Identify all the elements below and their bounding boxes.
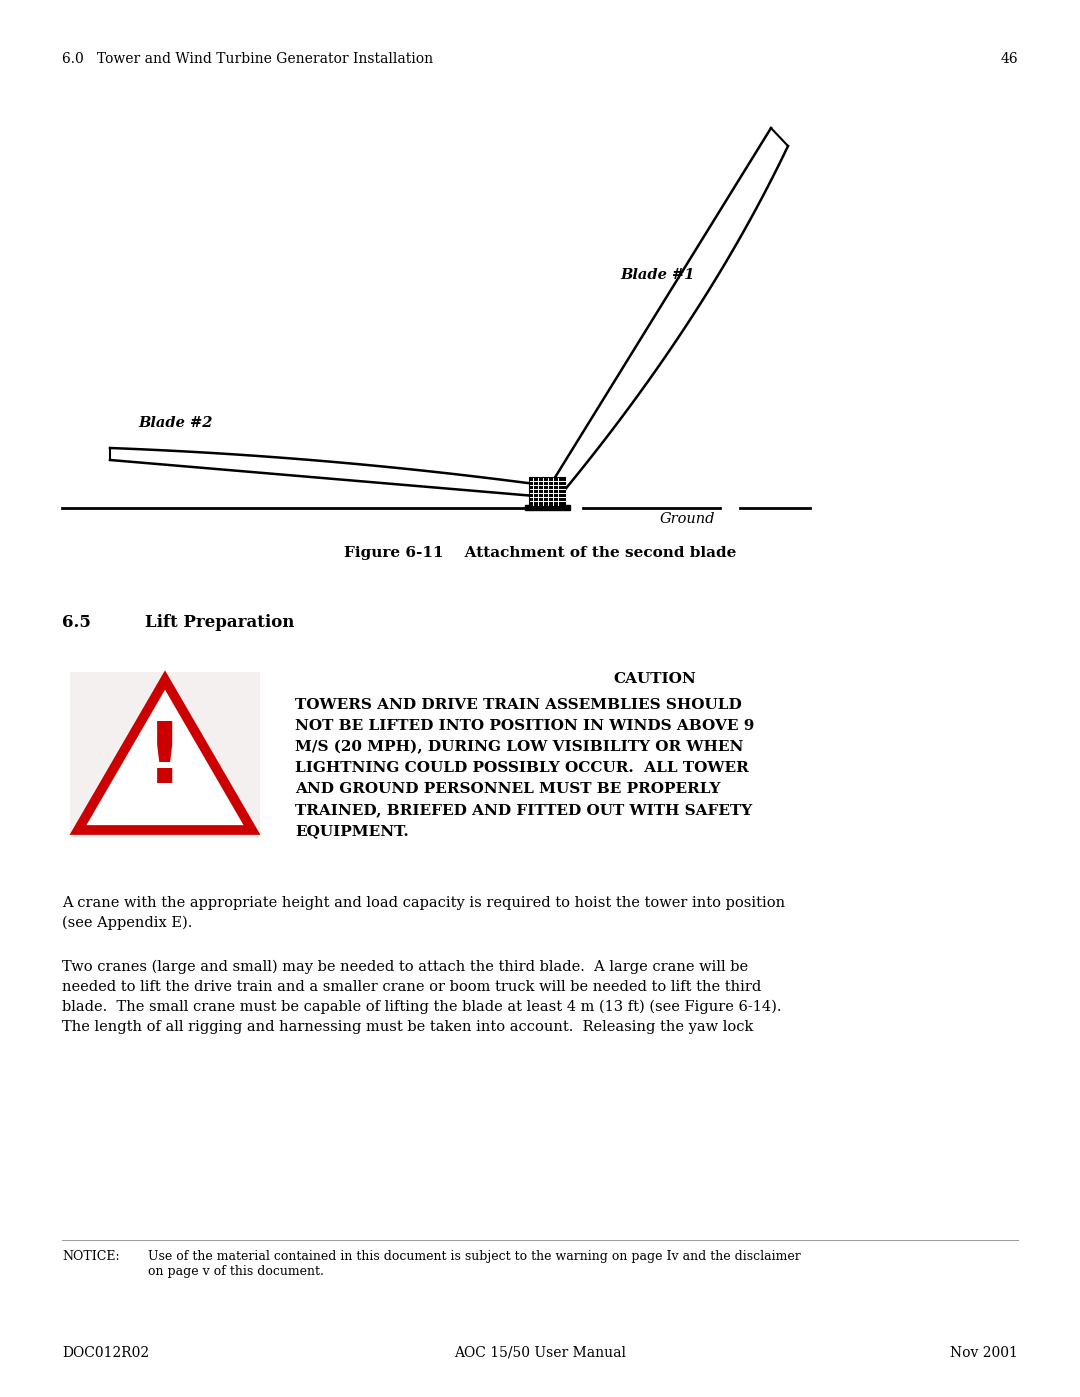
Text: CAUTION: CAUTION <box>613 672 697 686</box>
Text: Blade #2: Blade #2 <box>138 416 213 430</box>
Text: needed to lift the drive train and a smaller crane or boom truck will be needed : needed to lift the drive train and a sma… <box>62 981 761 995</box>
Text: The length of all rigging and harnessing must be taken into account.  Releasing : The length of all rigging and harnessing… <box>62 1020 754 1034</box>
Polygon shape <box>78 680 252 830</box>
Text: Use of the material contained in this document is subject to the warning on page: Use of the material contained in this do… <box>148 1250 800 1263</box>
Text: Lift Preparation: Lift Preparation <box>145 615 295 631</box>
Text: NOT BE LIFTED INTO POSITION IN WINDS ABOVE 9: NOT BE LIFTED INTO POSITION IN WINDS ABO… <box>295 719 754 733</box>
Text: A crane with the appropriate height and load capacity is required to hoist the t: A crane with the appropriate height and … <box>62 895 785 909</box>
Text: 6.5: 6.5 <box>62 615 91 631</box>
Polygon shape <box>525 504 570 510</box>
Text: Two cranes (large and small) may be needed to attach the third blade.  A large c: Two cranes (large and small) may be need… <box>62 960 748 974</box>
Text: 46: 46 <box>1000 52 1018 66</box>
Text: Ground: Ground <box>660 511 715 527</box>
Text: EQUIPMENT.: EQUIPMENT. <box>295 824 408 838</box>
Text: M/S (20 MPH), DURING LOW VISIBILITY OR WHEN: M/S (20 MPH), DURING LOW VISIBILITY OR W… <box>295 740 743 754</box>
Text: AND GROUND PERSONNEL MUST BE PROPERLY: AND GROUND PERSONNEL MUST BE PROPERLY <box>295 782 720 796</box>
Text: TRAINED, BRIEFED AND FITTED OUT WITH SAFETY: TRAINED, BRIEFED AND FITTED OUT WITH SAF… <box>295 803 753 817</box>
Polygon shape <box>530 478 565 504</box>
Text: on page v of this document.: on page v of this document. <box>148 1266 324 1278</box>
Text: Blade #1: Blade #1 <box>620 268 694 282</box>
Text: !: ! <box>146 718 185 800</box>
Text: blade.  The small crane must be capable of lifting the blade at least 4 m (13 ft: blade. The small crane must be capable o… <box>62 1000 782 1014</box>
Text: Nov 2001: Nov 2001 <box>950 1345 1018 1361</box>
Text: Figure 6-11    Attachment of the second blade: Figure 6-11 Attachment of the second bla… <box>343 546 737 560</box>
Text: (see Appendix E).: (see Appendix E). <box>62 916 192 930</box>
Text: AOC 15/50 User Manual: AOC 15/50 User Manual <box>454 1345 626 1361</box>
Text: 6.0   Tower and Wind Turbine Generator Installation: 6.0 Tower and Wind Turbine Generator Ins… <box>62 52 433 66</box>
Text: LIGHTNING COULD POSSIBLY OCCUR.  ALL TOWER: LIGHTNING COULD POSSIBLY OCCUR. ALL TOWE… <box>295 761 748 775</box>
Polygon shape <box>70 672 260 838</box>
Text: TOWERS AND DRIVE TRAIN ASSEMBLIES SHOULD: TOWERS AND DRIVE TRAIN ASSEMBLIES SHOULD <box>295 698 742 712</box>
Text: NOTICE:: NOTICE: <box>62 1250 120 1263</box>
Text: DOC012R02: DOC012R02 <box>62 1345 149 1361</box>
